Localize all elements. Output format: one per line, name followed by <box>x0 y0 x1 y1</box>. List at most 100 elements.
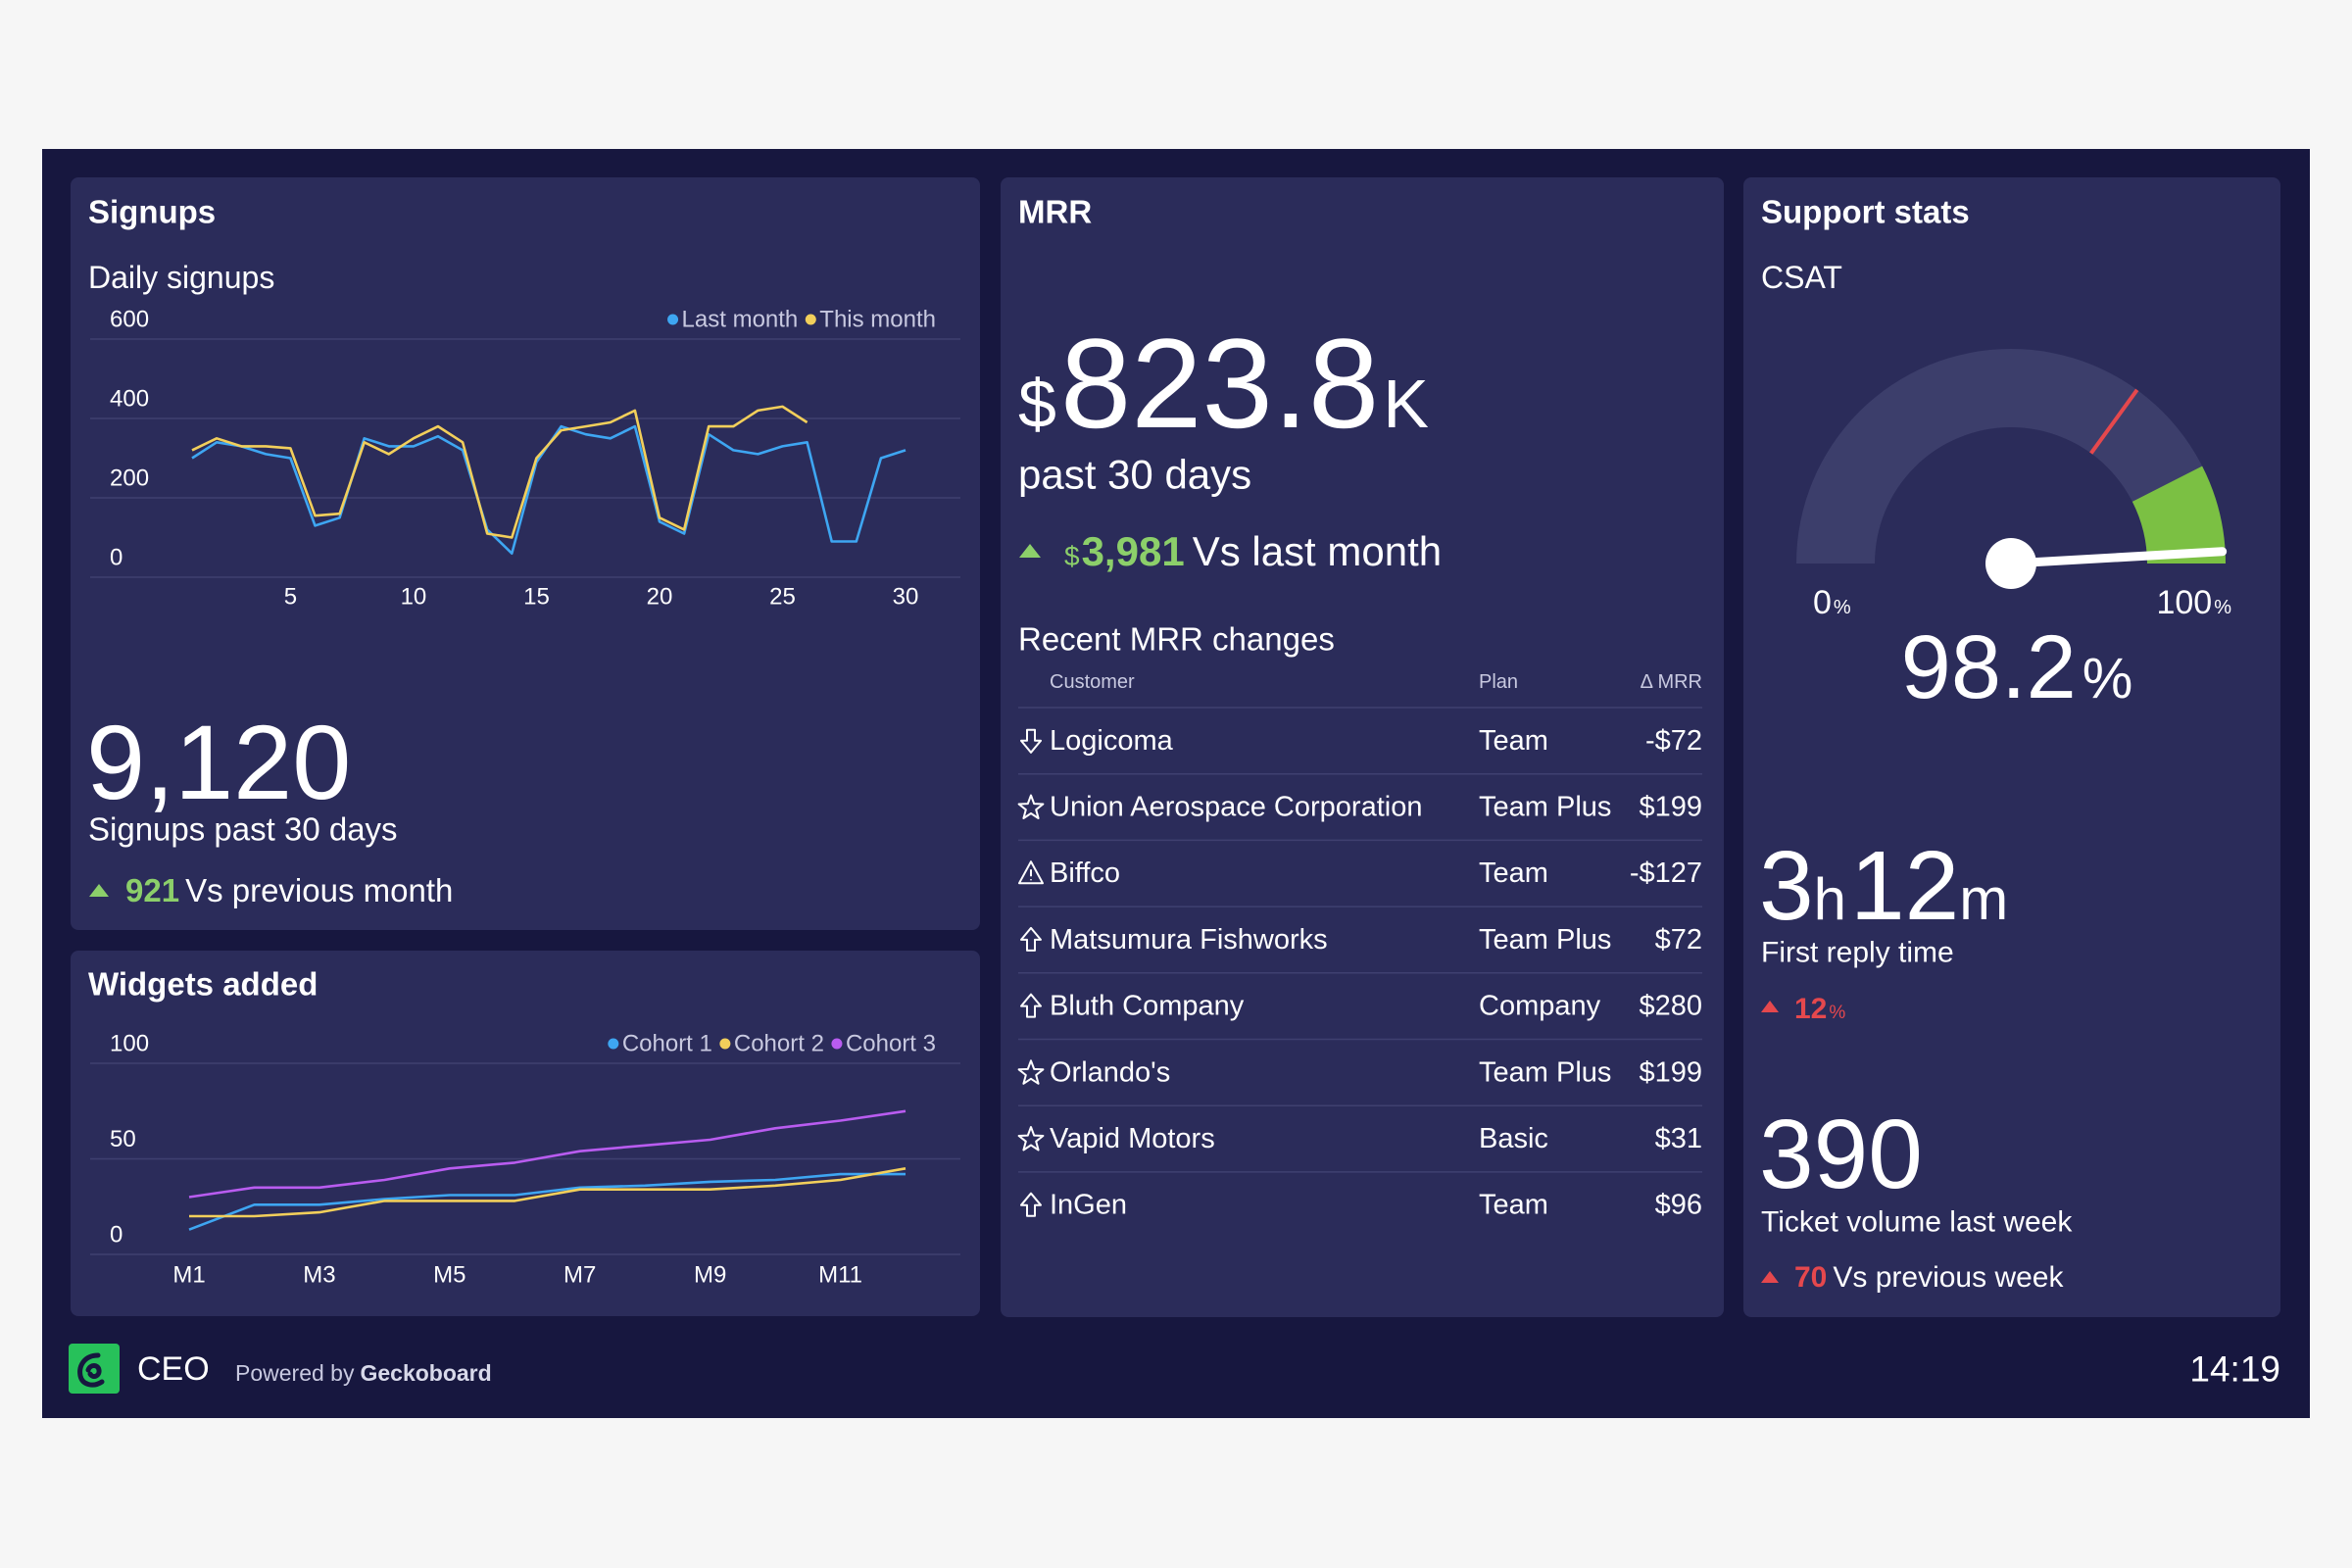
legend-label: This month <box>819 307 936 333</box>
table-cell: $96 <box>1655 1190 1702 1221</box>
table-cell: Team Plus <box>1479 792 1611 823</box>
stat-label: Signups past 30 days <box>88 811 398 848</box>
panel-title: Support stats <box>1761 194 1970 230</box>
change-unit: % <box>1829 1003 1845 1023</box>
row-icon <box>1020 728 1042 754</box>
clock: 14:19 <box>2189 1349 2280 1390</box>
table-title: Recent MRR changes <box>1018 621 1335 658</box>
currency: $ <box>1018 366 1056 442</box>
chart-title: Daily signups <box>88 260 274 295</box>
minutes-unit: m <box>1959 866 2008 932</box>
change-value: 921 <box>125 872 179 908</box>
y-tick-label: 0 <box>110 1222 122 1249</box>
gauge-max: 100% <box>2156 584 2231 621</box>
up-arrow <box>1761 1271 1779 1283</box>
x-tick-label: M9 <box>694 1262 726 1289</box>
y-tick-label: 600 <box>110 307 149 333</box>
table-cell: Union Aerospace Corporation <box>1050 792 1422 823</box>
legend-label: Cohort 3 <box>846 1031 936 1057</box>
gauge-title: CSAT <box>1761 260 1842 295</box>
row-icon <box>1020 993 1042 1018</box>
y-tick-label: 200 <box>110 466 149 492</box>
legend-label: Cohort 2 <box>734 1031 824 1057</box>
panel-title: Widgets added <box>88 966 318 1003</box>
change-label: Vs previous week <box>1833 1261 2064 1294</box>
x-tick-label: M7 <box>564 1262 596 1289</box>
table-cell: $199 <box>1639 1056 1702 1088</box>
legend-dot <box>831 1038 843 1050</box>
legend-label: Last month <box>682 307 799 333</box>
unit: % <box>1834 597 1851 618</box>
row-icon <box>1017 794 1045 819</box>
table-cell: Basic <box>1479 1123 1548 1154</box>
table-cell: Team Plus <box>1479 924 1611 956</box>
gauge-marker <box>2089 388 2139 455</box>
mrr-panel <box>1001 177 1724 1317</box>
x-tick-label: M11 <box>818 1262 862 1289</box>
stat-label: past 30 days <box>1018 452 1251 498</box>
value: 823.8 <box>1060 312 1379 455</box>
x-tick-label: 15 <box>523 584 550 611</box>
legend-dot <box>719 1038 731 1050</box>
stat-change: 921 Vs previous month <box>125 872 453 908</box>
table-cell: $72 <box>1655 924 1702 956</box>
widgets-panel <box>71 951 980 1316</box>
gauge-good-band <box>2132 466 2226 564</box>
stat-label: Ticket volume last week <box>1761 1206 2073 1239</box>
up-arrow <box>89 884 109 897</box>
table-cell: Logicoma <box>1050 725 1174 757</box>
x-tick-label: 10 <box>401 584 427 611</box>
change-value: 3,981 <box>1082 528 1185 574</box>
table-cell: $280 <box>1639 991 1702 1022</box>
y-tick-label: 400 <box>110 386 149 413</box>
table-cell: -$127 <box>1630 858 1702 889</box>
x-tick-label: M3 <box>303 1262 335 1289</box>
table-cell: -$72 <box>1645 725 1702 757</box>
signups-panel <box>71 177 980 930</box>
gauge-min: 0% <box>1813 584 1851 621</box>
row-icon <box>1020 1192 1042 1217</box>
powered-by: Powered by Geckoboard <box>235 1360 492 1386</box>
column-header: Plan <box>1479 671 1518 693</box>
up-arrow <box>1761 1001 1779 1012</box>
legend-dot <box>667 314 679 325</box>
hours: 3 <box>1759 831 1814 941</box>
brand: Geckoboard <box>360 1360 491 1386</box>
table-cell: Team <box>1479 725 1548 757</box>
column-header: Customer <box>1050 671 1135 693</box>
series-line <box>188 1172 906 1231</box>
big-number: 9,120 <box>86 703 351 821</box>
stat-label: First reply time <box>1761 937 1954 969</box>
series-line <box>188 1109 906 1199</box>
dashboard-name: CEO <box>137 1350 210 1388</box>
big-number: $823.8K <box>1018 312 1429 455</box>
table-cell: Team <box>1479 858 1548 889</box>
x-tick-label: 20 <box>647 584 673 611</box>
min-value: 0 <box>1813 584 1832 621</box>
y-tick-label: 0 <box>110 545 122 571</box>
row-icon <box>1017 1126 1045 1152</box>
table-cell: $31 <box>1655 1123 1702 1154</box>
table-cell: Orlando's <box>1050 1056 1170 1088</box>
legend-dot <box>608 1038 619 1050</box>
powered-label: Powered by <box>235 1360 355 1386</box>
row-icon <box>1020 926 1042 952</box>
table-cell: Vapid Motors <box>1050 1123 1215 1154</box>
unit: % <box>2214 597 2231 618</box>
series-line <box>191 405 808 539</box>
row-icon <box>1018 860 1044 885</box>
x-tick-label: M1 <box>172 1262 205 1289</box>
table-cell: Biffco <box>1050 858 1120 889</box>
hours-unit: h <box>1814 866 1846 932</box>
gauge-track <box>1796 349 2226 564</box>
up-arrow <box>1019 544 1041 558</box>
table-cell: Bluth Company <box>1050 991 1245 1022</box>
currency: $ <box>1064 541 1080 571</box>
change-label: Vs previous month <box>185 872 453 908</box>
y-tick-label: 100 <box>110 1031 149 1057</box>
table-cell: Company <box>1479 991 1601 1022</box>
x-tick-label: M5 <box>433 1262 466 1289</box>
x-tick-label: 30 <box>893 584 919 611</box>
big-number: 3h12m <box>1759 831 2008 941</box>
column-header: Δ MRR <box>1641 671 1702 693</box>
